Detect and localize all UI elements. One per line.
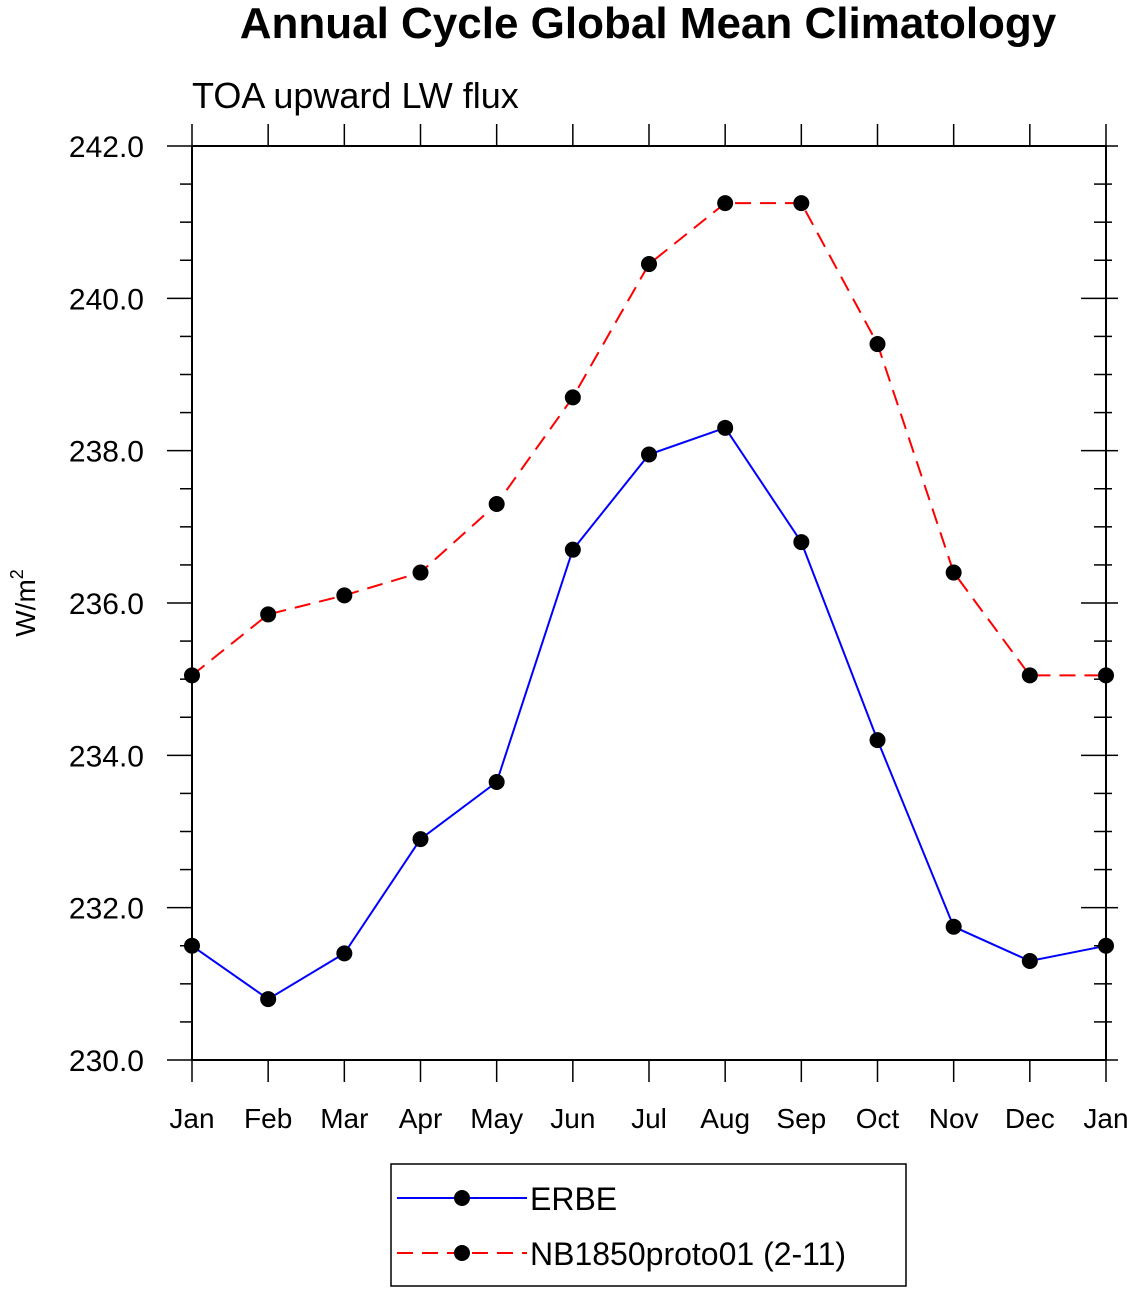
series-1-point [641,256,657,273]
y-tick-label: 236.0 [69,588,144,621]
y-tick-label: 238.0 [69,436,144,469]
series-0-point [869,732,886,749]
y-tick-label: 230.0 [69,1045,144,1078]
series-line-1 [191,202,1106,677]
x-tick-label: Dec [1005,1103,1055,1134]
series-0-point [793,534,810,551]
x-tick-label: Nov [929,1103,979,1134]
y-tick-label: 240.0 [69,283,144,316]
x-tick-label: Apr [399,1103,443,1134]
series-0-point [945,918,962,935]
x-tick-label: Oct [856,1103,900,1134]
legend-box [390,1163,907,1287]
series-1-point [717,195,734,212]
series-1-point [945,564,962,581]
x-tick-label: Feb [244,1103,292,1134]
series-1-point [869,336,886,353]
series-1-point [260,606,277,623]
x-tick-label: Jan [169,1103,214,1134]
legend: ERBE NB1850proto01 (2-11) [390,1163,907,1287]
series-1-point [564,389,581,406]
x-tick-label: Jan [1083,1103,1128,1134]
legend-marker-nb1850 [454,1245,470,1261]
y-tick-label: 242.0 [69,131,144,164]
x-tick-label: Mar [320,1103,368,1134]
series-1-point [412,564,429,581]
plot-frame [191,145,1107,1061]
y-tick-labels: 230.0 232.0 234.0 236.0 238.0 240.0 242.0 [69,131,144,1078]
y-tick-label: 234.0 [69,740,144,773]
y-axis-label: W/m2 [7,569,41,637]
series-1-point [488,495,505,512]
y-tick-label: 232.0 [69,893,144,926]
series-0-point [564,541,581,558]
legend-label-erbe: ERBE [530,1181,617,1217]
svg-text:W/m2: W/m2 [7,569,41,637]
series-layer [184,195,1114,1008]
series-1-point [1021,667,1038,684]
legend-label-nb1850: NB1850proto01 (2-11) [530,1236,846,1272]
x-tick-label: Jun [550,1103,595,1134]
legend-marker-erbe [454,1190,470,1206]
series-1-point [336,587,353,604]
y-axis-label-text: W/m [10,579,41,637]
series-0-point [1021,952,1038,969]
series-0-point [260,991,277,1008]
series-0-point [336,945,353,962]
x-tick-label: Sep [776,1103,826,1134]
chart-title: Annual Cycle Global Mean Climatology [240,0,1057,48]
series-0-point [641,446,657,463]
series-0-point [412,831,429,848]
x-tick-label: Aug [700,1103,750,1134]
series-line-0 [191,426,1107,1001]
x-tick-labels: Jan Feb Mar Apr May Jun Jul Aug Sep Oct Nov Dec Jan [169,1103,1128,1134]
chart-subtitle: TOA upward LW flux [192,75,519,116]
x-tick-label: May [470,1103,523,1134]
series-1-point [793,195,810,212]
series-0-point [717,419,734,436]
series-0-point [488,773,505,790]
x-tick-label: Jul [631,1103,667,1134]
y-axis-label-superscript: 2 [7,569,27,579]
